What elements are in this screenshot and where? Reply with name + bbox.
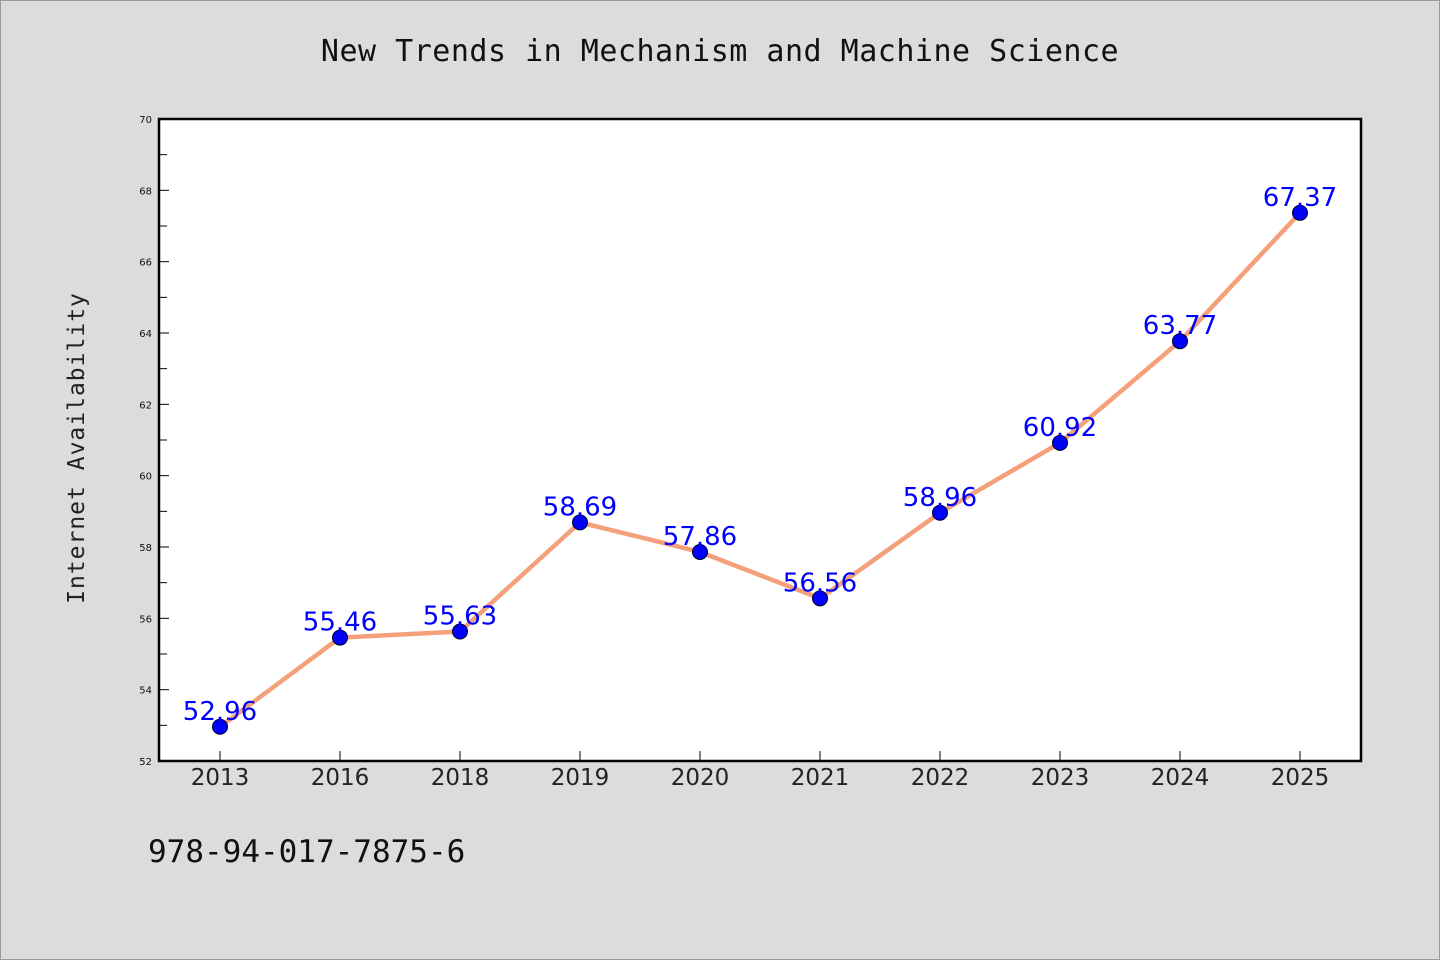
x-tick-label: 2013	[191, 765, 250, 791]
y-tick-label: 66	[139, 258, 152, 269]
data-point	[572, 514, 588, 531]
x-tick-label: 2023	[1031, 765, 1090, 791]
data-label: 52.96	[183, 697, 257, 727]
data-label: 63.77	[1143, 311, 1217, 341]
data-label: 55.46	[303, 608, 377, 638]
x-tick-label: 2022	[911, 765, 970, 791]
data-point	[332, 629, 348, 646]
y-tick-label: 60	[139, 472, 152, 483]
data-label: 60.92	[1023, 413, 1097, 443]
data-label: 57.86	[663, 522, 737, 552]
x-tick-label: 2024	[1151, 765, 1210, 791]
x-tick-label: 2018	[431, 765, 490, 791]
y-tick-label: 58	[139, 543, 152, 554]
data-label: 55.63	[423, 602, 497, 632]
data-points	[212, 204, 1308, 735]
data-label: 58.69	[543, 492, 617, 522]
data-label: 67.37	[1263, 183, 1337, 213]
x-tick-label: 2016	[311, 765, 370, 791]
data-point	[1052, 434, 1068, 451]
x-tick-label: 2025	[1271, 765, 1330, 791]
data-label: 58.96	[903, 483, 977, 513]
y-tick-label: 56	[139, 614, 152, 625]
y-tick-label: 70	[139, 115, 152, 126]
y-tick-label: 68	[139, 186, 152, 197]
x-tick-label: 2020	[671, 765, 730, 791]
x-tick-label: 2021	[791, 765, 850, 791]
data-point	[1292, 204, 1308, 221]
data-point	[452, 623, 468, 640]
y-tick-label: 52	[139, 757, 152, 768]
plot-area	[157, 117, 1363, 763]
y-axis-ticks: 52 54 56 58 60 62 64 66 68 70	[139, 115, 169, 768]
series-line	[217, 210, 1303, 730]
data-point	[932, 504, 948, 521]
data-point	[692, 543, 708, 560]
data-point	[1172, 333, 1188, 350]
x-tick-label: 2019	[551, 765, 610, 791]
isbn-footnote: 978-94-017-7875-6	[148, 834, 466, 870]
data-label: 56.56	[783, 568, 857, 598]
data-point	[212, 718, 228, 735]
chart-title: New Trends in Mechanism and Machine Scie…	[320, 34, 1120, 69]
x-axis-ticks: 2013 2016 2018 2019 2020 2021 2022 2023 2024 2025	[191, 751, 1330, 791]
data-point	[812, 590, 828, 607]
y-tick-label: 62	[139, 400, 152, 411]
series-line-group	[217, 210, 1303, 730]
y-tick-label: 54	[139, 686, 152, 697]
data-labels: 52.96 55.46 55.63 58.69 57.86 56.56 58.96 60.92…	[183, 183, 1337, 727]
y-tick-label: 64	[139, 329, 152, 340]
